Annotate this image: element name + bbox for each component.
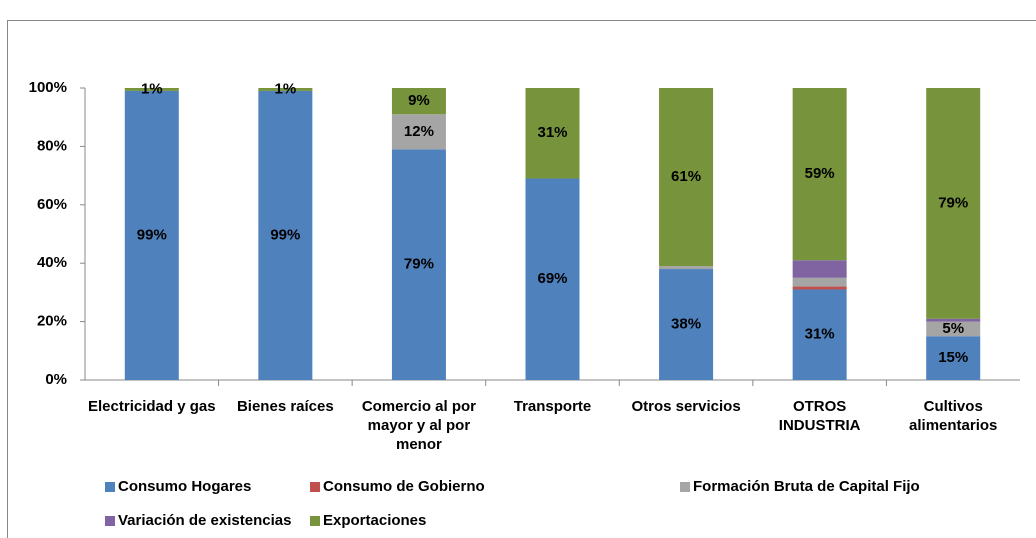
x-tick-label: Otros servicios <box>631 398 741 415</box>
y-tick-label: 100% <box>29 79 67 96</box>
data-label: 38% <box>671 315 701 332</box>
bar-segment <box>391 149 446 380</box>
y-tick-label: 20% <box>37 313 67 330</box>
x-tick-label: Bienes raíces <box>236 398 334 415</box>
data-label: 1% <box>141 80 163 97</box>
data-label: 61% <box>671 168 701 185</box>
data-label: 59% <box>805 165 835 182</box>
data-label: 12% <box>404 123 434 140</box>
legend-label: Variación de existencias <box>118 512 291 529</box>
x-tick-label: OTROS INDUSTRIA <box>778 398 861 434</box>
data-label: 79% <box>404 256 434 273</box>
bar-segment <box>391 114 446 150</box>
legend-swatch <box>310 516 320 526</box>
bar-segment <box>926 321 981 337</box>
legend-label: Consumo de Gobierno <box>323 478 485 495</box>
bar-segment <box>792 286 847 290</box>
y-tick-label: 40% <box>37 254 67 271</box>
data-label: 79% <box>938 194 968 211</box>
data-label: 31% <box>537 124 567 141</box>
bar-segment <box>926 336 981 380</box>
bar-segment <box>792 260 847 278</box>
bar-segment <box>391 88 446 115</box>
x-tick-label: Comercio al por mayor y al por menor <box>361 398 477 453</box>
data-label: 99% <box>270 226 300 243</box>
bar-segment <box>926 318 981 322</box>
data-label: 99% <box>137 226 167 243</box>
legend-swatch <box>105 516 115 526</box>
data-label: 9% <box>408 92 430 109</box>
x-tick-label: Transporte <box>513 398 592 415</box>
bar-segment <box>659 266 714 270</box>
legend-label: Formación Bruta de Capital Fijo <box>693 478 920 495</box>
legend-swatch <box>680 482 690 492</box>
data-label: 31% <box>805 326 835 343</box>
legend-swatch <box>310 482 320 492</box>
bar-segment <box>258 88 313 91</box>
x-tick-label: Cultivos alimentarios <box>909 398 998 434</box>
bar-segment <box>792 88 847 261</box>
bar-segment <box>525 88 580 179</box>
data-label: 5% <box>942 320 964 337</box>
bar-segment <box>124 88 179 91</box>
bar-segment <box>124 90 179 381</box>
bar-segment <box>792 277 847 287</box>
bar-segment <box>525 178 580 380</box>
data-label: 69% <box>537 270 567 287</box>
bar-segment <box>258 90 313 381</box>
data-label: 15% <box>938 349 968 366</box>
y-tick-label: 80% <box>37 137 67 154</box>
bar-segment <box>659 88 714 267</box>
legend-label: Exportaciones <box>323 512 426 529</box>
chart-frame <box>7 20 1036 538</box>
bar-segment <box>792 289 847 380</box>
bar-segment <box>659 269 714 380</box>
bar-segment <box>926 88 981 319</box>
legend-label: Consumo Hogares <box>118 478 251 495</box>
y-tick-label: 0% <box>45 371 67 388</box>
y-tick-label: 60% <box>37 196 67 213</box>
data-label: 1% <box>275 80 297 97</box>
legend-swatch <box>105 482 115 492</box>
x-tick-label: Electricidad y gas <box>88 398 216 415</box>
